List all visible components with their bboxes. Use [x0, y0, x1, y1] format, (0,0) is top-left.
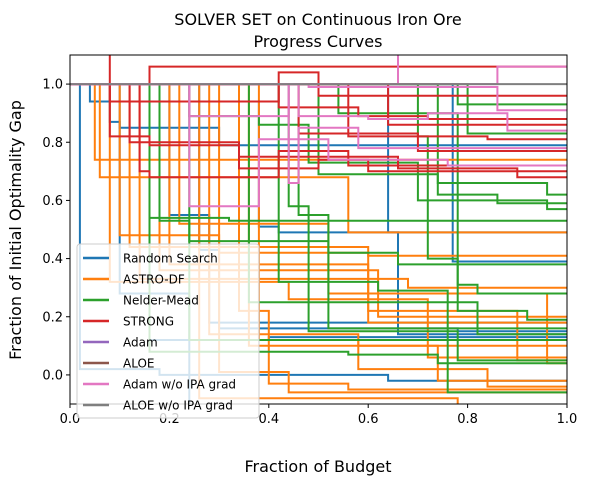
y-axis: 0.0 0.2 0.4 0.6 0.8 1.0 — [42, 78, 70, 383]
y-axis-label: Fraction of Initial Optimality Gap — [6, 100, 25, 360]
legend: Random Search ASTRO-DF Nelder-Mead STRONG Ad… — [76, 243, 260, 419]
series-2-curve-11 — [70, 83, 567, 365]
plot-frame — [69, 54, 568, 405]
x-tick-label: 0.0 — [60, 412, 81, 427]
legend-box — [76, 243, 260, 419]
series-3-curve-5 — [70, 83, 567, 167]
legend-entry-label: Random Search — [123, 252, 218, 266]
series-1-curve-9 — [70, 83, 567, 388]
series-1-curve-12 — [70, 83, 567, 391]
y-tick-label: 1.0 — [42, 78, 63, 93]
legend-entry-label: ALOE w/o IPA grad — [123, 399, 233, 413]
x-tick-label: 0.6 — [358, 412, 379, 427]
series-6-curve-2 — [70, 83, 567, 184]
series-6-curve-1 — [70, 83, 567, 208]
chart-title-line-1: SOLVER SET on Continuous Iron Ore — [174, 10, 461, 29]
legend-entry-label: Adam w/o IPA grad — [123, 378, 236, 392]
x-axis: 0.0 0.2 0.4 0.6 0.8 1.0 — [60, 404, 578, 427]
y-tick-label: 0.8 — [42, 136, 63, 151]
y-tick-label: 0.6 — [42, 194, 63, 209]
series-1-curve-7 — [70, 83, 567, 362]
legend-entry-label: STRONG — [123, 315, 174, 329]
legend-entry-label: Nelder-Mead — [123, 294, 199, 308]
x-tick-label: 0.8 — [457, 412, 478, 427]
x-tick-label: 1.0 — [557, 412, 578, 427]
series-6-curve-3 — [70, 55, 399, 86]
series-2-curve-2 — [70, 83, 567, 205]
x-tick-label: 0.4 — [258, 412, 279, 427]
series-6-curve-0 — [70, 83, 567, 132]
series-2-curve-5 — [70, 83, 567, 295]
y-tick-label: 0.0 — [42, 368, 63, 383]
legend-entry-label: ASTRO-DF — [123, 273, 185, 287]
series-1-curve-10 — [70, 83, 567, 382]
series-3-curve-0 — [70, 55, 111, 86]
chart-title-line-2: Progress Curves — [254, 32, 383, 51]
y-tick-label: 0.2 — [42, 310, 63, 325]
series-3-curve-4 — [70, 83, 567, 179]
y-tick-label: 0.4 — [42, 252, 63, 267]
legend-entry-label: ALOE — [123, 357, 155, 371]
x-axis-label: Fraction of Budget — [244, 457, 391, 476]
legend-entry-label: Adam — [123, 336, 158, 350]
series-2-curve-7 — [70, 83, 567, 321]
